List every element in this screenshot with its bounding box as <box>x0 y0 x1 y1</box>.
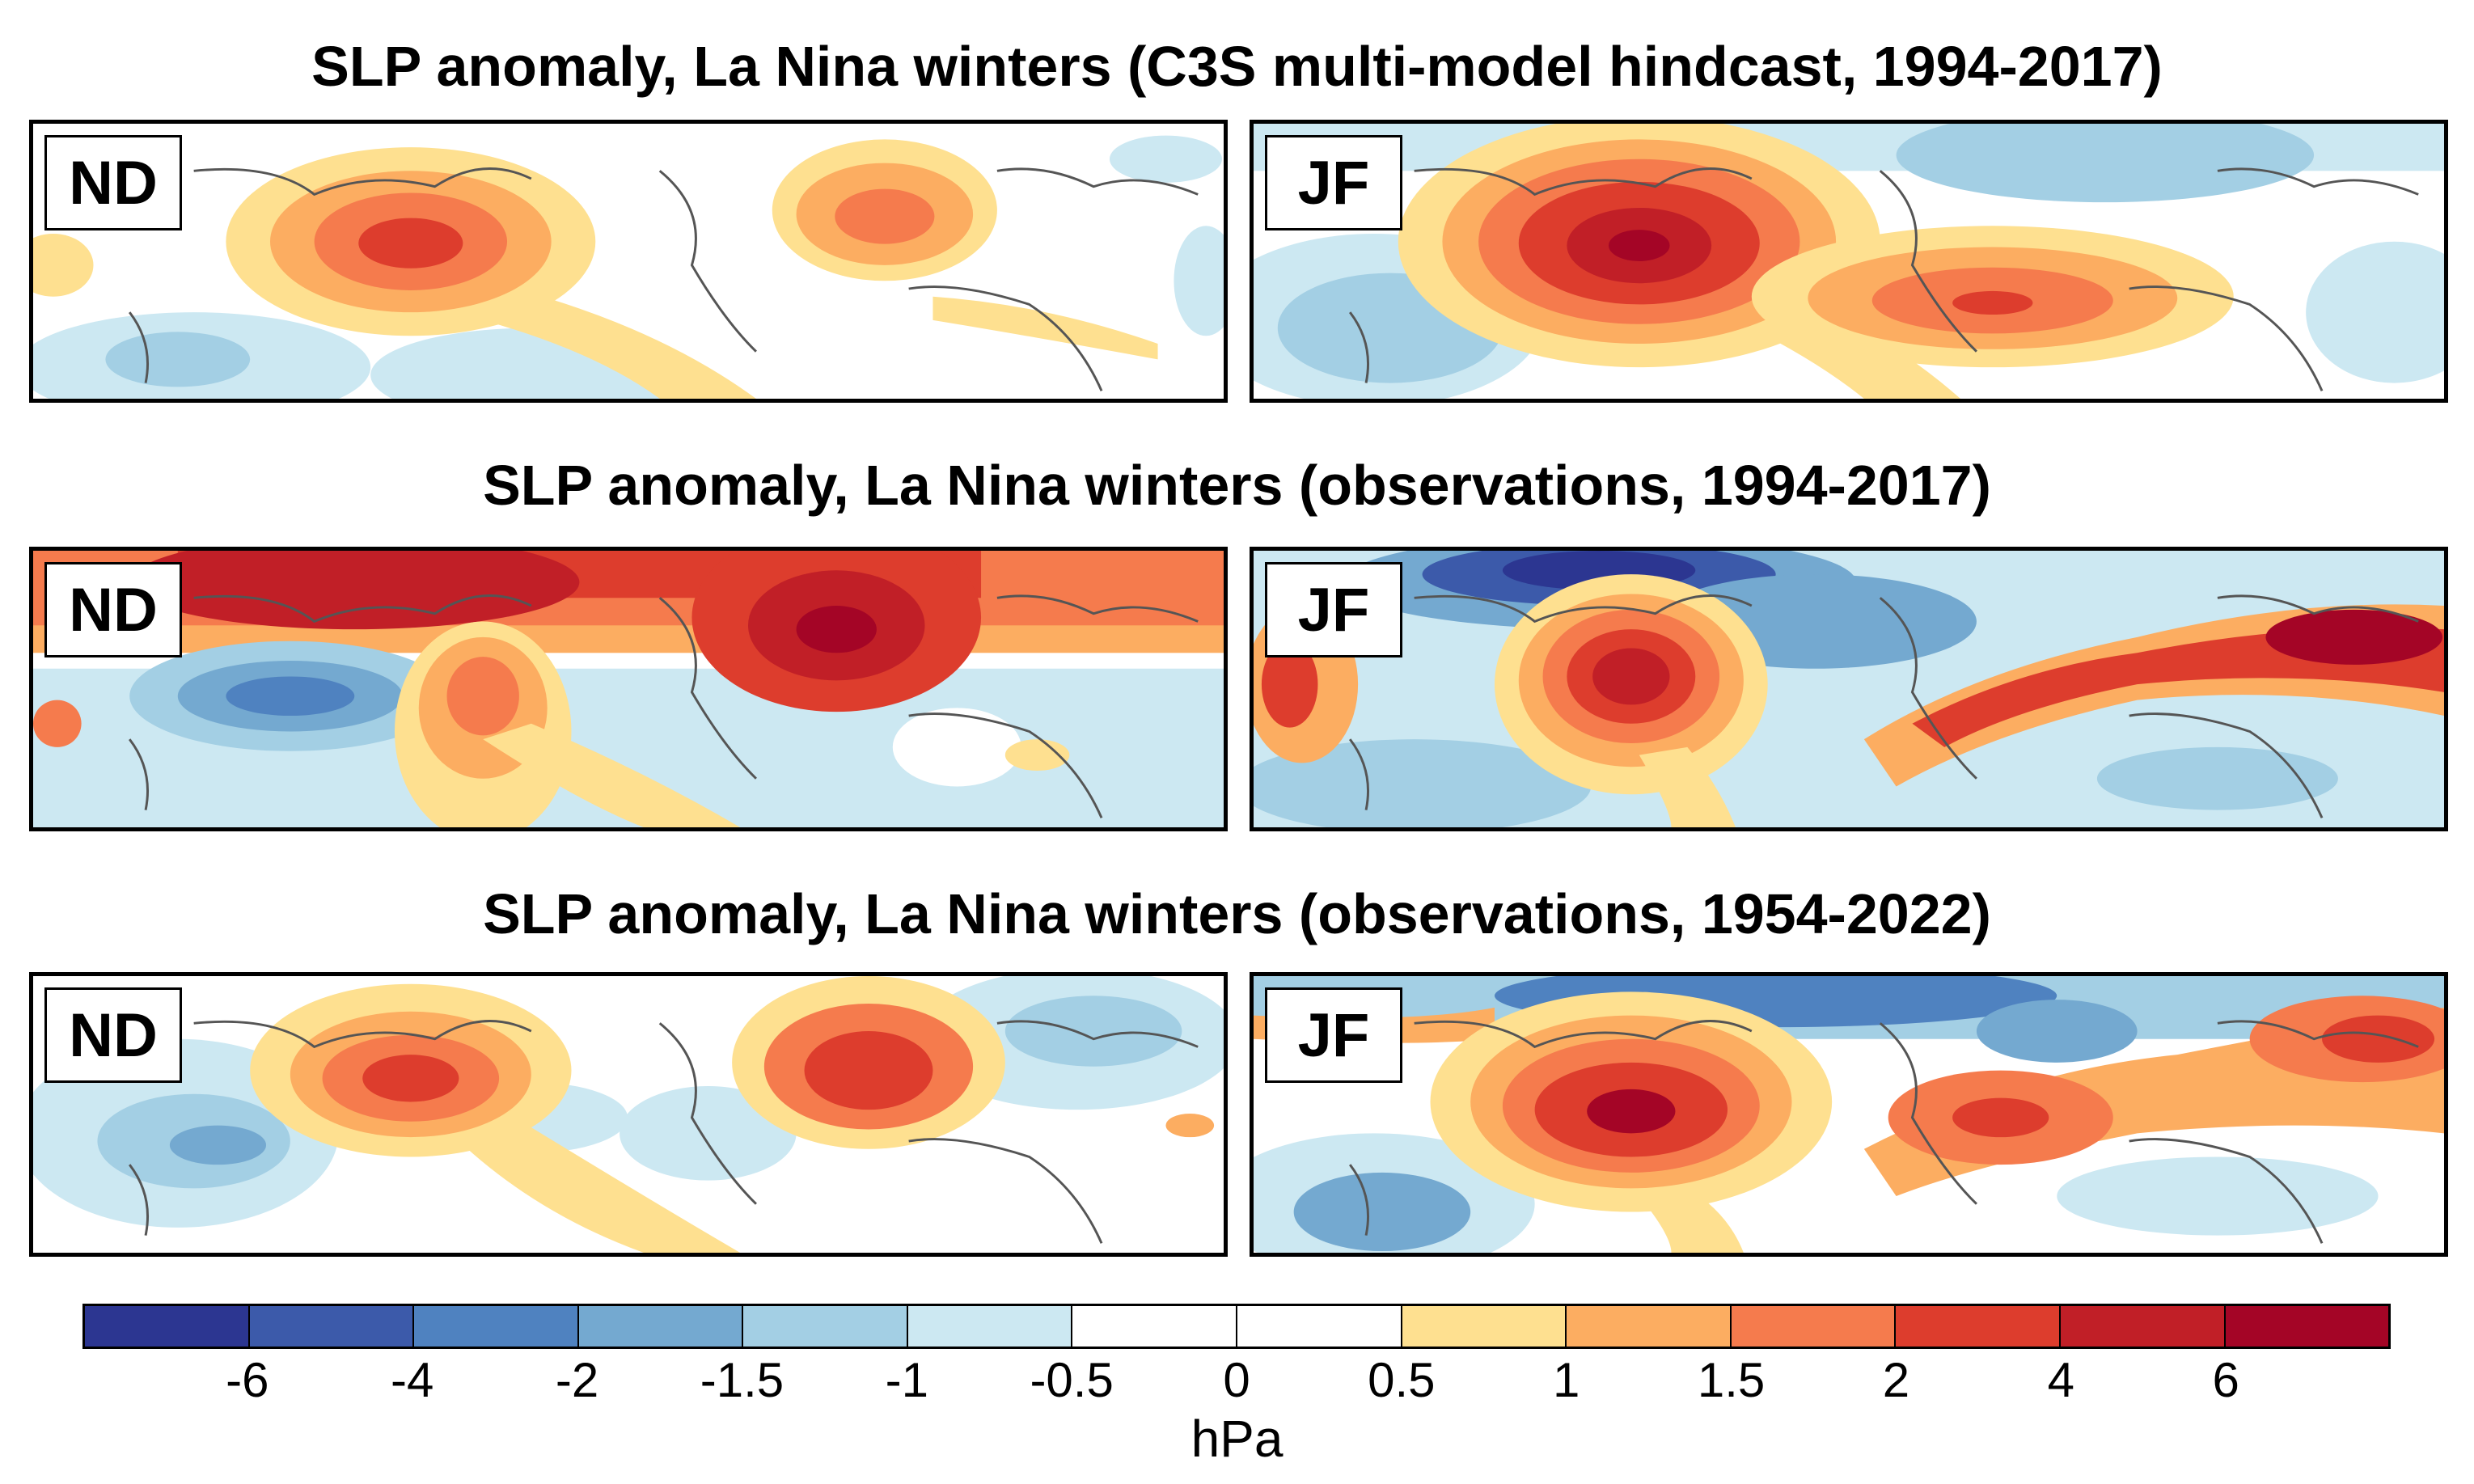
panel-label: ND <box>44 987 182 1083</box>
panel-label: ND <box>44 562 182 657</box>
colorbar-tick-label: -1.5 <box>700 1353 784 1407</box>
map-panel-obs1954-jf: JF <box>1250 972 2448 1257</box>
colorbar-segment <box>907 1306 1073 1347</box>
colorbar-tick-label: -0.5 <box>1030 1353 1114 1407</box>
slp-anomaly-map <box>33 976 1224 1253</box>
slp-anomaly-map <box>1254 551 2444 827</box>
colorbar-tick-label: 1.5 <box>1697 1353 1766 1407</box>
panel-label: JF <box>1265 987 1402 1083</box>
colorbar-segment <box>249 1306 415 1347</box>
map-panel-obs1954-nd: ND <box>29 972 1228 1257</box>
colorbar-segment <box>1731 1306 1897 1347</box>
map-panel-hindcast-jf: JF <box>1250 120 2448 403</box>
slp-anomaly-map <box>1254 124 2444 399</box>
colorbar-segment <box>1567 1306 1732 1347</box>
colorbar-segment <box>1237 1306 1402 1347</box>
colorbar-tick-label: -4 <box>391 1353 434 1407</box>
map-panel-obs1994-nd: ND <box>29 547 1228 831</box>
colorbar-segment <box>578 1306 744 1347</box>
colorbar-tick-label: -1 <box>885 1353 928 1407</box>
colorbar-segment <box>2060 1306 2226 1347</box>
map-panel-obs1994-jf: JF <box>1250 547 2448 831</box>
colorbar-tick-label: -6 <box>226 1353 269 1407</box>
colorbar <box>82 1304 2391 1349</box>
slp-anomaly-map <box>33 124 1224 399</box>
colorbar-segment <box>85 1306 250 1347</box>
colorbar-unit-label: hPa <box>1190 1410 1284 1468</box>
colorbar-segment <box>1402 1306 1567 1347</box>
row-title-2: SLP anomaly, La Nina winters (observatio… <box>483 454 1991 517</box>
slp-anomaly-map <box>33 551 1224 827</box>
colorbar-tick-label: 4 <box>2047 1353 2074 1407</box>
colorbar-tick-label: 2 <box>1882 1353 1910 1407</box>
panel-label: ND <box>44 135 182 230</box>
colorbar-tick-label: 0 <box>1223 1353 1250 1407</box>
colorbar-segment <box>414 1306 579 1347</box>
colorbar-segment <box>1896 1306 2061 1347</box>
colorbar-tick-label: 6 <box>2212 1353 2239 1407</box>
panel-label: JF <box>1265 562 1402 657</box>
colorbar-segment <box>2225 1306 2389 1347</box>
slp-anomaly-map <box>1254 976 2444 1253</box>
row-title-3: SLP anomaly, La Nina winters (observatio… <box>483 882 1991 945</box>
colorbar-segment <box>743 1306 908 1347</box>
colorbar-segment <box>1072 1306 1238 1347</box>
colorbar-tick-label: 1 <box>1553 1353 1580 1407</box>
row-title-1: SLP anomaly, La Nina winters (C3S multi-… <box>311 35 2163 98</box>
panel-label: JF <box>1265 135 1402 230</box>
map-panel-hindcast-nd: ND <box>29 120 1228 403</box>
colorbar-tick-label: 0.5 <box>1368 1353 1436 1407</box>
colorbar-tick-label: -2 <box>555 1353 599 1407</box>
